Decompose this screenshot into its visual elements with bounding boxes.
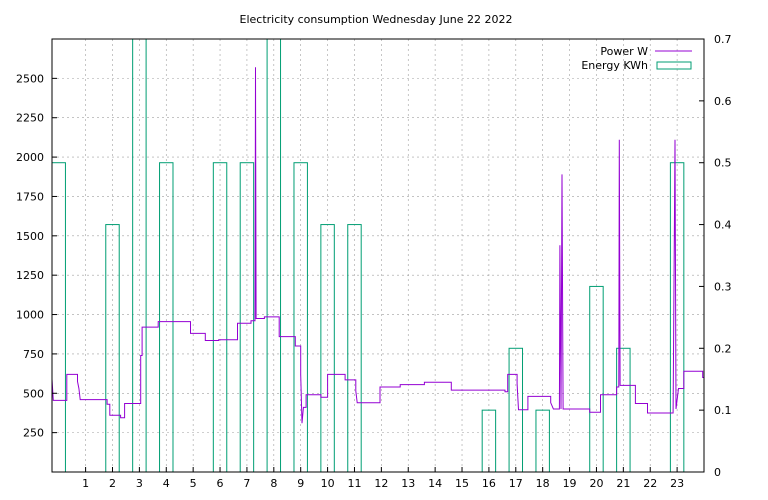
legend-label-power: Power W	[600, 45, 648, 58]
y-left-tick-label: 1750	[16, 190, 44, 203]
power-series	[51, 67, 704, 424]
x-tick-label: 18	[536, 477, 550, 490]
x-tick-label: 11	[347, 477, 361, 490]
y-left-tick-label: 2000	[16, 151, 44, 164]
y-right-tick-label: 0.4	[714, 219, 732, 232]
energy-bars	[51, 38, 685, 473]
x-tick-label: 14	[428, 477, 442, 490]
legend-label-energy: Energy KWh	[581, 59, 648, 72]
x-tick-label: 2	[109, 477, 116, 490]
axes: 1 2 3 4 5 6 7 8 9 10 11 12 13 14 15 16 17 18 19 20 21 22 23250…	[16, 33, 732, 490]
energy-bar	[51, 162, 66, 473]
x-tick-label: 21	[616, 477, 630, 490]
y-left-tick-label: 1500	[16, 230, 44, 243]
y-left-tick-label: 2250	[16, 112, 44, 125]
y-left-tick-label: 1000	[16, 309, 44, 322]
y-right-tick-label: 0.7	[714, 33, 732, 46]
y-right-tick-label: 0.6	[714, 95, 732, 108]
legend: Power W Energy KWh	[581, 45, 692, 72]
x-tick-label: 16	[482, 477, 496, 490]
x-tick-label: 13	[401, 477, 415, 490]
x-tick-label: 6	[217, 477, 224, 490]
y-left-tick-label: 250	[23, 427, 44, 440]
x-tick-label: 4	[163, 477, 170, 490]
x-tick-label: 5	[190, 477, 197, 490]
x-tick-label: 12	[374, 477, 388, 490]
y-right-tick-label: 0.3	[714, 280, 732, 293]
x-tick-label: 22	[643, 477, 657, 490]
x-tick-label: 8	[270, 477, 277, 490]
x-tick-label: 17	[509, 477, 523, 490]
y-left-tick-label: 2500	[16, 72, 44, 85]
grid	[52, 39, 704, 472]
y-right-tick-label: 0.5	[714, 157, 732, 170]
y-left-tick-label: 750	[23, 348, 44, 361]
y-right-tick-label: 0.2	[714, 342, 732, 355]
x-tick-label: 20	[589, 477, 603, 490]
power-line	[51, 67, 704, 424]
x-tick-label: 10	[321, 477, 335, 490]
y-left-tick-label: 1250	[16, 269, 44, 282]
x-tick-label: 19	[563, 477, 577, 490]
y-left-tick-label: 500	[23, 387, 44, 400]
x-tick-label: 9	[297, 477, 304, 490]
legend-swatch-energy	[656, 61, 692, 70]
chart-title: Electricity consumption Wednesday June 2…	[240, 13, 513, 26]
y-right-tick-label: 0.1	[714, 404, 732, 417]
x-tick-label: 3	[136, 477, 143, 490]
y-right-tick-label: 0	[714, 466, 721, 479]
x-tick-label: 15	[455, 477, 469, 490]
plot-frame	[51, 38, 705, 473]
x-tick-label: 23	[670, 477, 684, 490]
x-tick-label: 1	[82, 477, 89, 490]
x-tick-label: 7	[243, 477, 250, 490]
